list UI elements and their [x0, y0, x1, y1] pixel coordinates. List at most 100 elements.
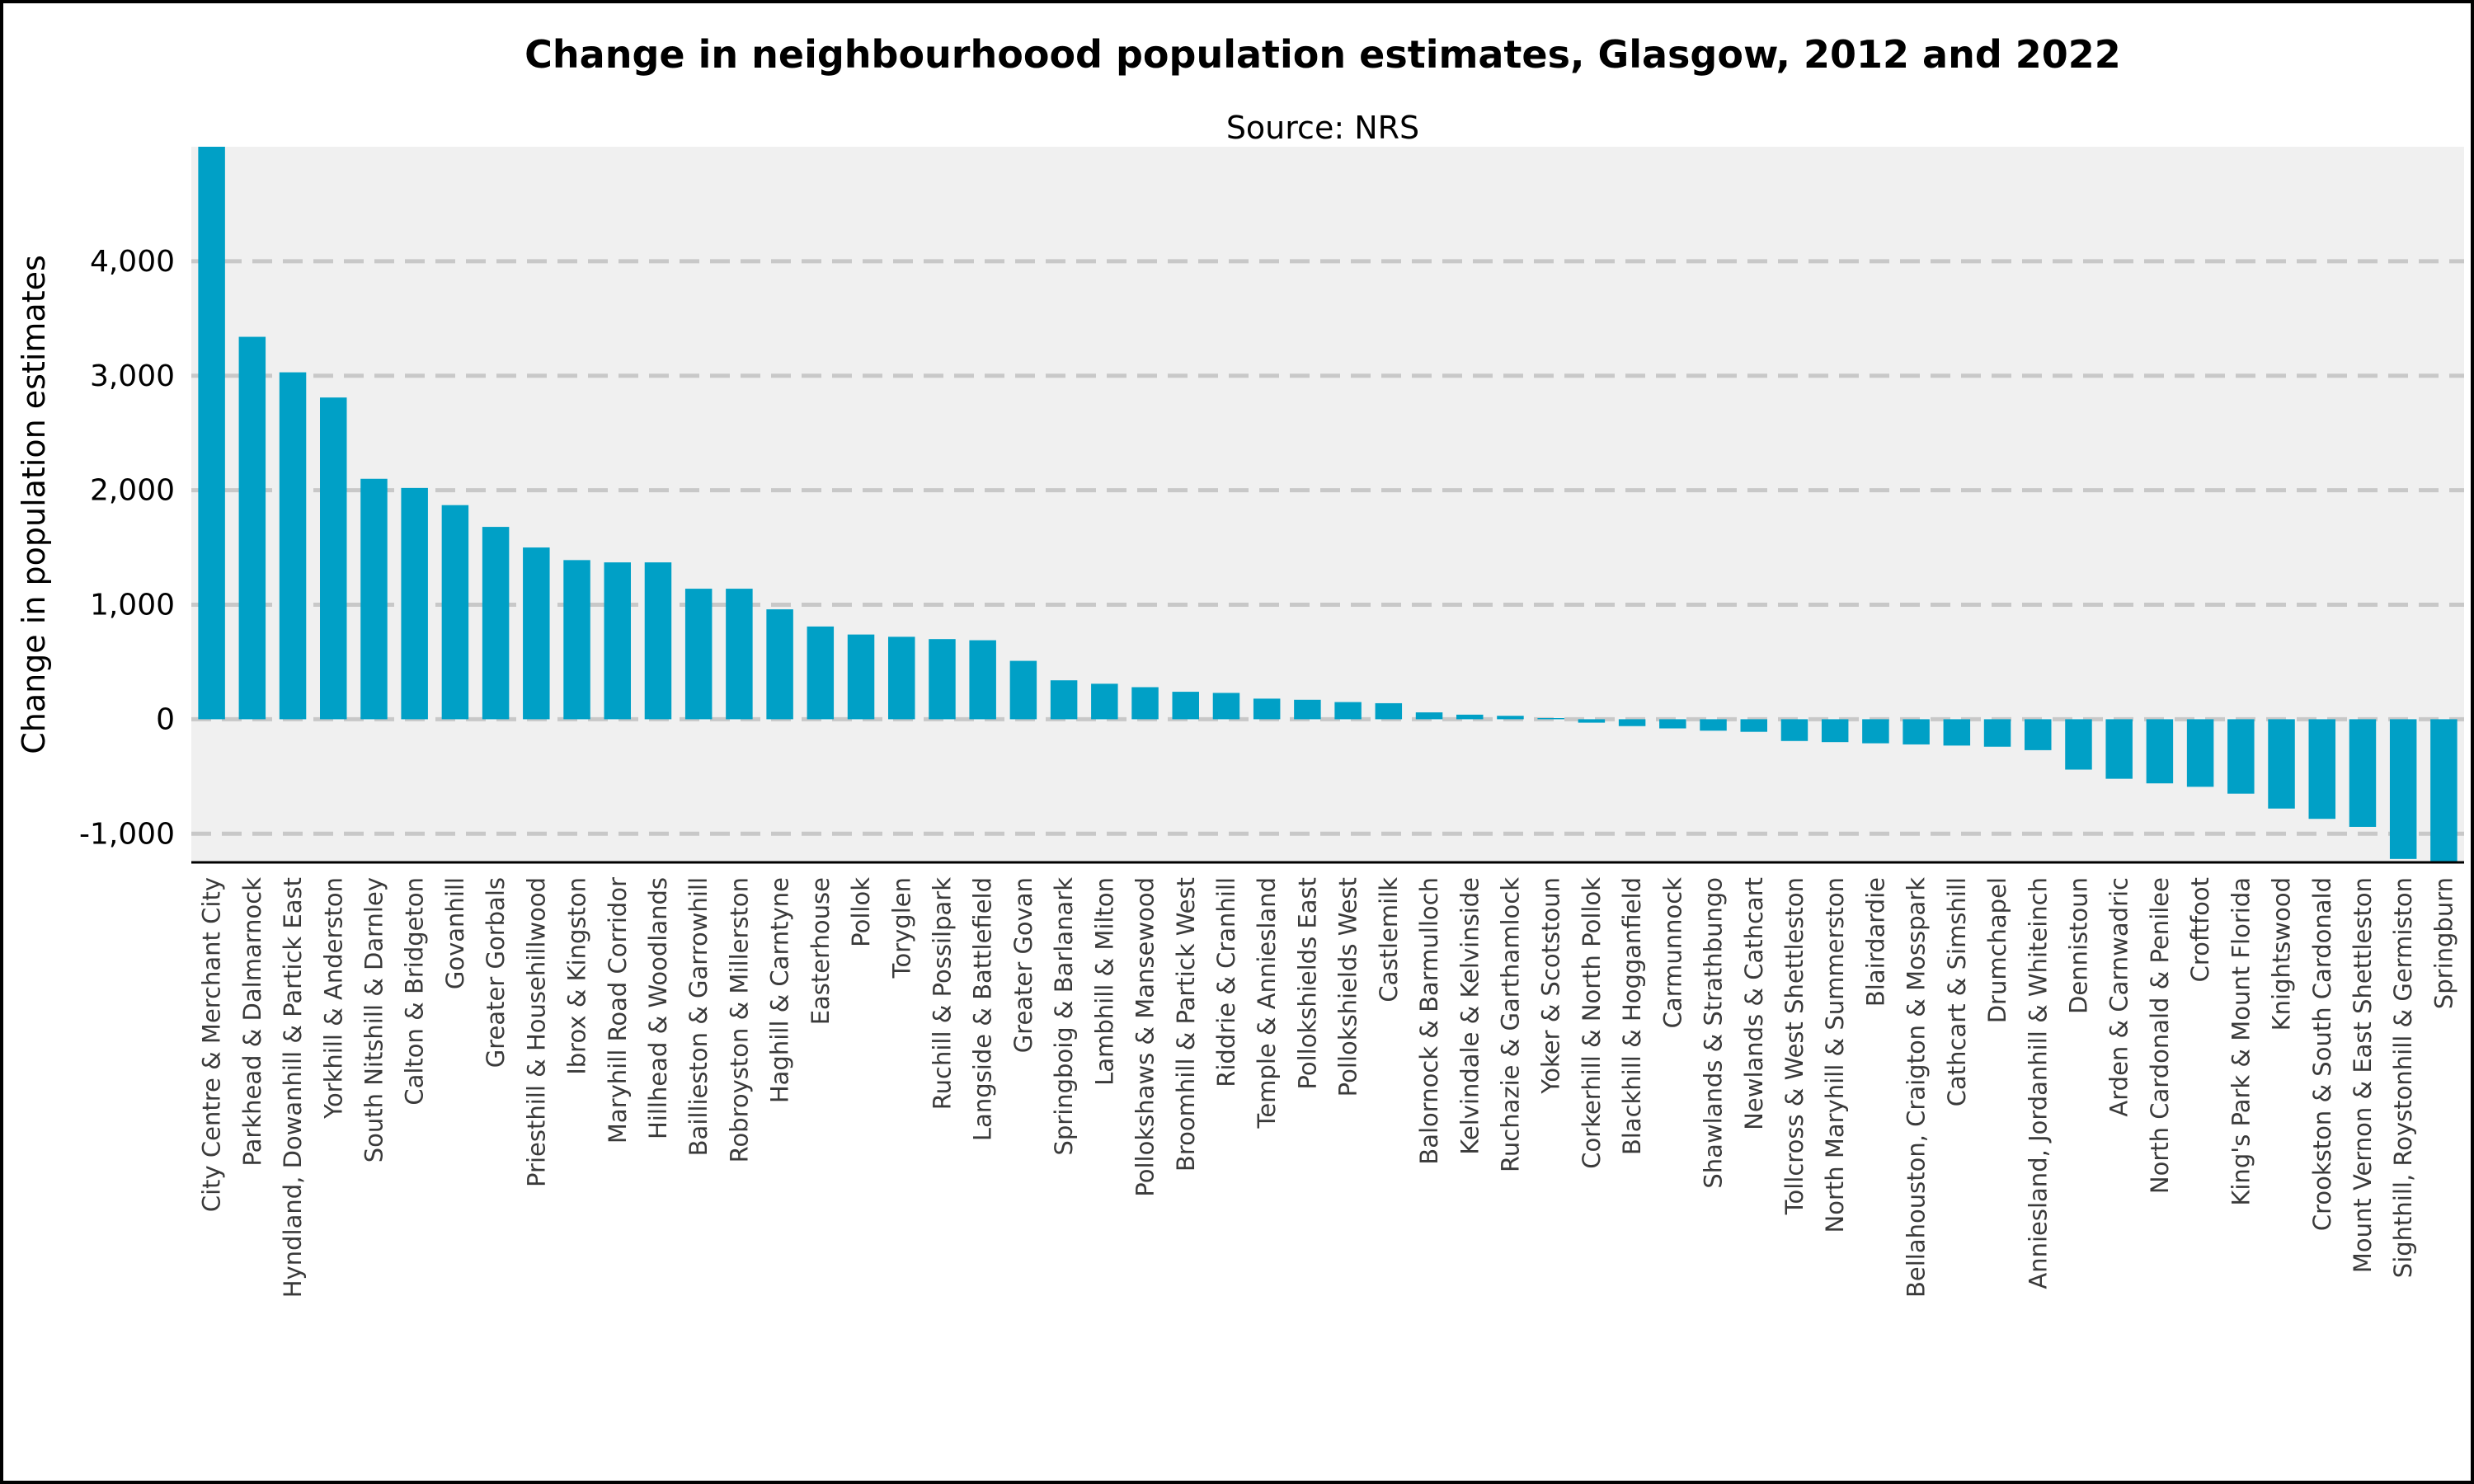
- x-tick-label: Yorkhill & Anderston: [319, 877, 347, 1120]
- bar: [320, 397, 347, 720]
- bar: [2349, 719, 2377, 827]
- bar: [1780, 719, 1808, 741]
- bar: [1537, 718, 1564, 720]
- bar: [1456, 714, 1484, 720]
- bar: [2186, 719, 2214, 787]
- bar: [644, 562, 672, 720]
- bar: [1294, 699, 1321, 720]
- bar: [1497, 716, 1524, 720]
- x-tick-label: Temple & Anniesland: [1253, 877, 1281, 1129]
- x-tick-label: Carmunnock: [1658, 877, 1686, 1029]
- x-tick-label: Riddrie & Cranhill: [1212, 877, 1240, 1087]
- bar: [1131, 687, 1159, 720]
- bar: [1172, 692, 1199, 720]
- bar: [1700, 719, 1727, 731]
- chart-subtitle: Source: NRS: [1226, 110, 1419, 146]
- bar: [238, 336, 266, 720]
- x-tick-labels: City Centre & Merchant City Parkhead & Da…: [198, 877, 2458, 1298]
- x-tick-label: Springboig & Barlanark: [1050, 877, 1078, 1156]
- x-tick-label: North Maryhill & Summerston: [1821, 877, 1849, 1233]
- bar: [1659, 719, 1686, 729]
- x-tick-label: Mount Vernon & East Shettleston: [2349, 877, 2377, 1273]
- x-tick-label: Robroyston & Millerston: [725, 877, 753, 1162]
- bar: [604, 562, 631, 720]
- bar: [807, 626, 835, 720]
- bar: [2105, 719, 2133, 779]
- bar: [2227, 719, 2255, 794]
- x-tick-label: Blairdardie: [1861, 877, 1889, 1007]
- y-tick-label: 1,000: [90, 589, 175, 622]
- x-tick-label: Hyndland, Dowanhill & Partick East: [279, 877, 307, 1298]
- bar: [2308, 719, 2335, 819]
- y-tick-label: -1,000: [79, 817, 175, 851]
- bar: [2268, 719, 2295, 809]
- x-tick-label: Greater Govan: [1009, 877, 1037, 1053]
- bar: [523, 547, 550, 720]
- x-tick-label: Bellahouston, Craigton & Mosspark: [1903, 877, 1931, 1298]
- bar: [1740, 719, 1767, 732]
- y-tick-label: 0: [156, 702, 175, 736]
- y-tick-labels: -1,000 0 1,000 2,000 3,000 4,000: [79, 245, 175, 851]
- x-tick-label: Greater Gorbals: [482, 877, 510, 1068]
- x-tick-label: Parkhead & Dalmarnock: [238, 877, 266, 1167]
- x-tick-label: Corkerhill & North Pollok: [1578, 877, 1606, 1169]
- chart-title: Change in neighbourhoood population esti…: [524, 32, 2121, 77]
- bar: [2025, 719, 2052, 750]
- x-tick-label: Haghill & Carntyne: [766, 877, 794, 1103]
- x-tick-label: Crookston & South Cardonald: [2308, 877, 2336, 1231]
- x-tick-label: Ruchill & Possilpark: [928, 877, 956, 1110]
- x-tick-label: Lambhill & Milton: [1090, 877, 1118, 1086]
- bars: [198, 147, 2458, 862]
- x-tick-label: Dennistoun: [2064, 877, 2092, 1014]
- bar: [563, 560, 590, 720]
- x-tick-label: Easterhouse: [807, 877, 835, 1025]
- bar: [929, 639, 956, 720]
- x-tick-label: Priesthill & Househillwood: [522, 877, 550, 1187]
- x-tick-label: Pollokshaws & Mansewood: [1131, 877, 1159, 1197]
- bar: [1983, 719, 2011, 747]
- x-tick-label: Ruchazie & Garthamlock: [1496, 877, 1524, 1172]
- x-tick-label: Blackhill & Hogganfield: [1618, 877, 1646, 1155]
- x-tick-label: Pollokshields East: [1293, 877, 1321, 1090]
- bar: [1334, 702, 1362, 720]
- x-tick-label: Pollok: [847, 877, 875, 947]
- y-axis-label: Change in population estimates: [16, 255, 52, 754]
- bar: [279, 372, 307, 720]
- bar: [684, 589, 713, 720]
- bar: [1091, 683, 1118, 720]
- bar: [1212, 693, 1240, 720]
- x-tick-label: Baillieston & Garrowhill: [684, 877, 713, 1156]
- bar: [1253, 698, 1281, 720]
- y-tick-label: 3,000: [90, 359, 175, 393]
- bar: [2065, 719, 2092, 770]
- x-tick-label: North Cardonald & Penilee: [2146, 877, 2174, 1194]
- x-tick-label: Arden & Carnwadric: [2105, 877, 2133, 1117]
- x-tick-label: Pollokshields West: [1334, 877, 1362, 1097]
- bar: [2430, 719, 2458, 862]
- bar: [2146, 719, 2174, 784]
- x-tick-label: Tollcross & West Shettleston: [1780, 877, 1808, 1215]
- x-tick-label: Newlands & Cathcart: [1740, 877, 1768, 1130]
- bar: [1862, 719, 1889, 744]
- bar: [2389, 719, 2417, 859]
- x-tick-label: Yoker & Scotstoun: [1537, 877, 1565, 1095]
- bar: [969, 640, 996, 720]
- y-tick-label: 2,000: [90, 474, 175, 508]
- x-tick-label: Broomhill & Partick West: [1172, 877, 1200, 1172]
- x-tick-label: Maryhill Road Corridor: [604, 877, 632, 1144]
- bar: [1618, 719, 1646, 726]
- x-tick-label: Balornock & Barmulloch: [1415, 877, 1443, 1165]
- x-tick-label: South Nitshill & Darnley: [360, 877, 388, 1162]
- bar: [1821, 719, 1849, 743]
- bar: [1903, 719, 1930, 744]
- bar: [1578, 719, 1606, 723]
- bar: [198, 147, 225, 720]
- bar: [360, 478, 388, 720]
- bar: [1375, 702, 1403, 720]
- x-tick-label: Shawlands & Strathbungo: [1700, 877, 1728, 1189]
- y-tick-label: 4,000: [90, 245, 175, 279]
- bar: [1009, 660, 1037, 720]
- x-tick-label: Croftfoot: [2186, 877, 2214, 982]
- bar: [726, 589, 753, 720]
